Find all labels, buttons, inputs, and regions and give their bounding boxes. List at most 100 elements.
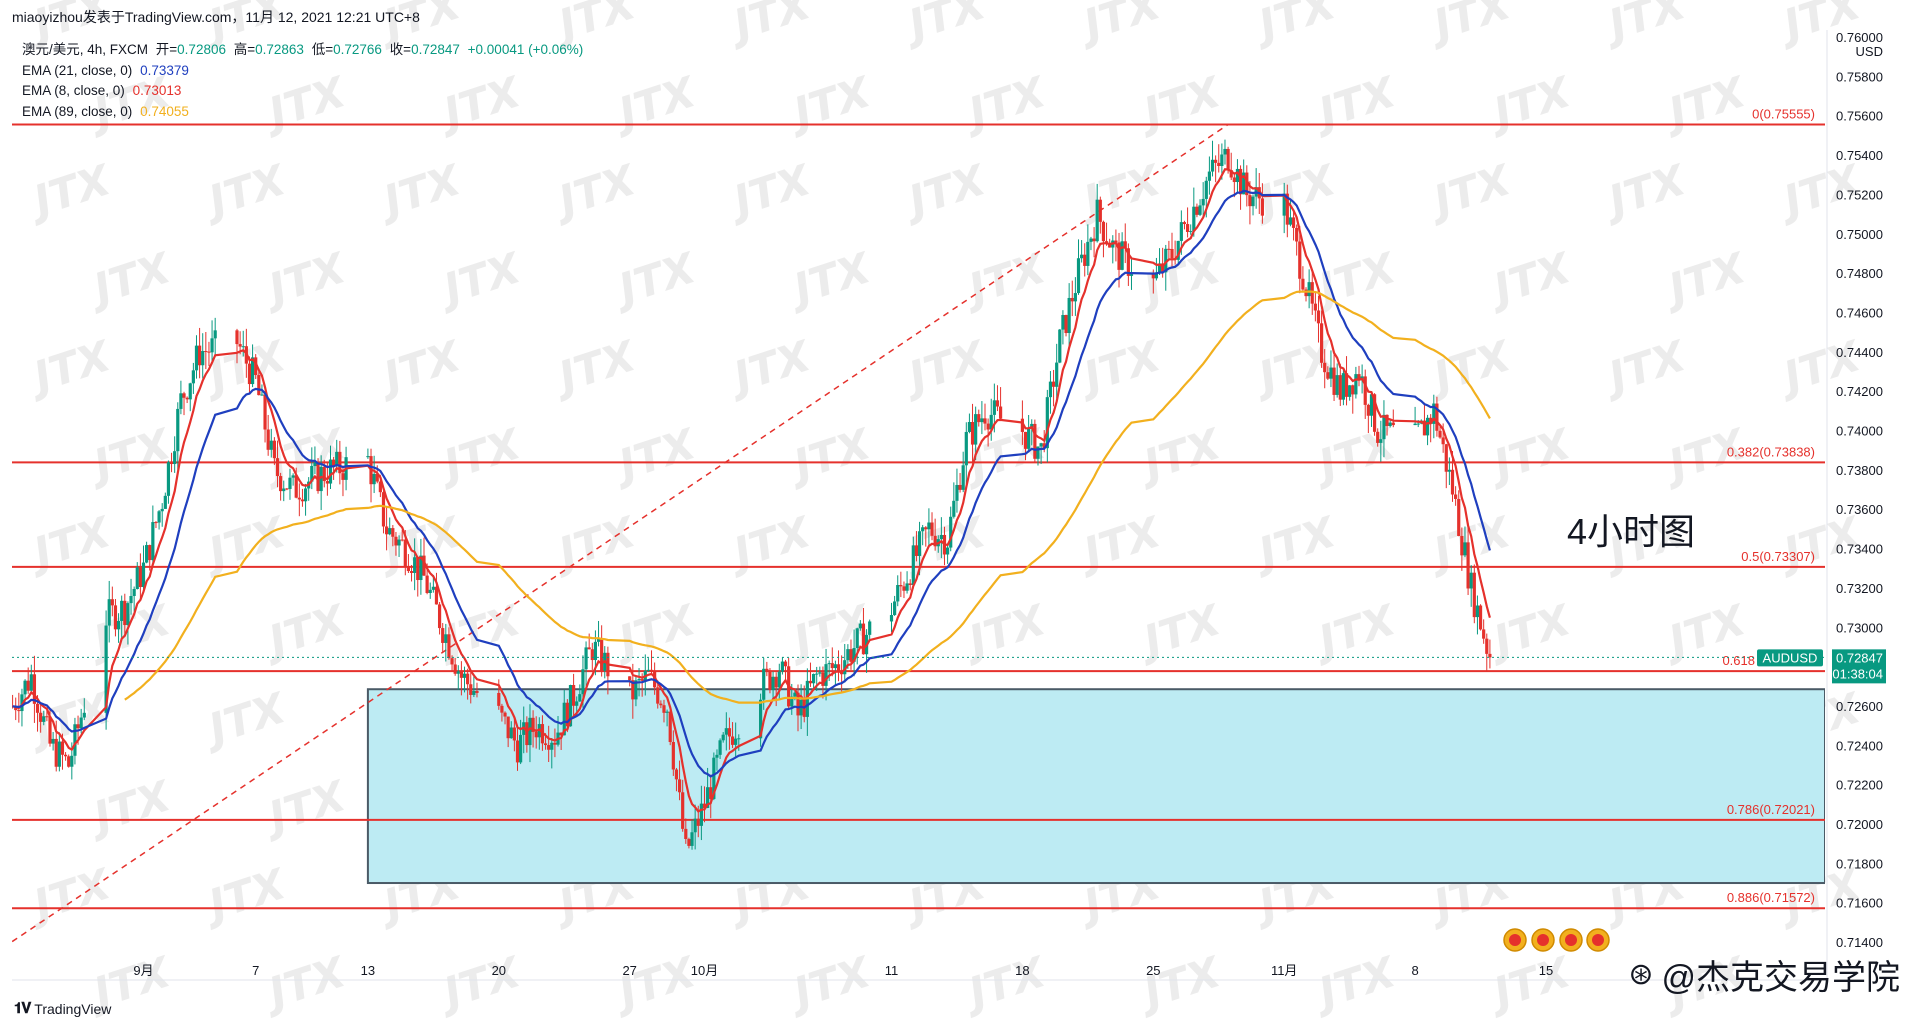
candle-body[interactable] <box>141 562 146 588</box>
candle-body[interactable] <box>861 623 866 655</box>
candle-body[interactable] <box>257 375 261 396</box>
candle-body[interactable] <box>634 680 638 700</box>
candle-body[interactable] <box>126 603 130 626</box>
candle-body[interactable] <box>600 638 604 671</box>
candle-body[interactable] <box>958 484 962 490</box>
candle-body[interactable] <box>1192 206 1196 232</box>
candle-body[interactable] <box>288 477 292 489</box>
candle-body[interactable] <box>235 330 239 345</box>
candle-body[interactable] <box>194 345 199 371</box>
candle-body[interactable] <box>70 755 74 767</box>
candle-body[interactable] <box>1291 217 1296 228</box>
candle-body[interactable] <box>1126 248 1130 276</box>
candle-body[interactable] <box>702 803 707 808</box>
candle-body[interactable] <box>1235 168 1240 183</box>
candle-body[interactable] <box>955 484 959 501</box>
candle-body[interactable] <box>1457 498 1461 536</box>
candle-body[interactable] <box>20 694 24 712</box>
candle-body[interactable] <box>39 712 43 722</box>
candle-body[interactable] <box>924 527 928 530</box>
candle-body[interactable] <box>596 638 601 642</box>
candle-body[interactable] <box>1223 148 1227 155</box>
candle-body[interactable] <box>157 511 161 523</box>
candle-body[interactable] <box>980 418 984 423</box>
candle-body[interactable] <box>366 456 370 458</box>
candle-body[interactable] <box>1120 241 1124 270</box>
candle-body[interactable] <box>1245 172 1249 196</box>
candle-body[interactable] <box>310 465 314 482</box>
candle-body[interactable] <box>1198 205 1202 215</box>
candle-body[interactable] <box>1363 376 1367 405</box>
candle-body[interactable] <box>17 710 21 712</box>
candle-body[interactable] <box>409 571 414 573</box>
candle-body[interactable] <box>185 397 189 400</box>
candle-body[interactable] <box>783 661 788 667</box>
candle-body[interactable] <box>1161 263 1165 273</box>
candle-body[interactable] <box>385 526 389 535</box>
candle-body[interactable] <box>250 357 255 385</box>
ema21-line[interactable] <box>12 189 1491 778</box>
candle-body[interactable] <box>450 658 454 665</box>
ema8-line[interactable] <box>12 168 1491 813</box>
candle-body[interactable] <box>110 599 114 606</box>
candle-body[interactable] <box>1301 278 1305 290</box>
candle-body[interactable] <box>1185 224 1190 232</box>
candle-body[interactable] <box>213 330 217 339</box>
candle-body[interactable] <box>1189 231 1193 233</box>
candle-body[interactable] <box>1478 605 1483 630</box>
candle-body[interactable] <box>584 647 588 670</box>
candle-body[interactable] <box>780 661 785 672</box>
candle-body[interactable] <box>712 757 716 799</box>
candle-body[interactable] <box>1422 420 1427 436</box>
candle-body[interactable] <box>525 722 529 746</box>
candle-body[interactable] <box>1201 198 1205 206</box>
candle-body[interactable] <box>1323 362 1327 373</box>
candle-body[interactable] <box>715 754 719 758</box>
candle-body[interactable] <box>297 497 301 500</box>
candle-body[interactable] <box>291 475 295 478</box>
candle-body[interactable] <box>1154 272 1159 279</box>
candle-body[interactable] <box>466 673 470 685</box>
candle-body[interactable] <box>1164 248 1168 273</box>
candle-body[interactable] <box>858 623 862 629</box>
candle-body[interactable] <box>808 680 813 684</box>
candle-body[interactable] <box>737 738 741 740</box>
candle-body[interactable] <box>1123 241 1127 249</box>
candle-body[interactable] <box>1304 289 1308 297</box>
symbol-tag[interactable] <box>1757 649 1823 667</box>
candle-body[interactable] <box>578 694 582 702</box>
candle-body[interactable] <box>896 585 900 602</box>
candle-body[interactable] <box>1425 417 1430 436</box>
candle-body[interactable] <box>568 685 573 727</box>
candle-body[interactable] <box>282 488 286 492</box>
candle-body[interactable] <box>169 462 174 465</box>
candle-body[interactable] <box>475 690 479 693</box>
dashed-trendline[interactable] <box>0 123 1229 954</box>
candle-body[interactable] <box>977 414 981 423</box>
candle-body[interactable] <box>699 803 703 826</box>
candle-body[interactable] <box>1432 403 1436 424</box>
candle-body[interactable] <box>179 393 183 409</box>
candle-body[interactable] <box>593 641 598 661</box>
candle-body[interactable] <box>1460 535 1464 556</box>
candle-body[interactable] <box>247 363 252 385</box>
candle-body[interactable] <box>1167 248 1171 250</box>
candle-body[interactable] <box>29 674 33 691</box>
candle-body[interactable] <box>674 769 679 780</box>
candle-body[interactable] <box>120 600 124 621</box>
candle-body[interactable] <box>1438 430 1442 438</box>
candle-body[interactable] <box>734 738 738 745</box>
candle-body[interactable] <box>917 531 922 556</box>
candle-body[interactable] <box>1454 494 1458 499</box>
candle-body[interactable] <box>992 400 996 415</box>
candle-body[interactable] <box>472 690 476 695</box>
candle-body[interactable] <box>677 779 682 793</box>
candle-body[interactable] <box>693 818 697 833</box>
candle-body[interactable] <box>42 716 46 722</box>
candle-body[interactable] <box>1326 372 1330 379</box>
candle-body[interactable] <box>849 649 853 662</box>
legend-symbol[interactable]: 澳元/美元, 4h, FXCM <box>22 42 149 57</box>
candle-body[interactable] <box>272 440 276 459</box>
candle-body[interactable] <box>1413 423 1417 426</box>
candle-body[interactable] <box>868 621 872 635</box>
